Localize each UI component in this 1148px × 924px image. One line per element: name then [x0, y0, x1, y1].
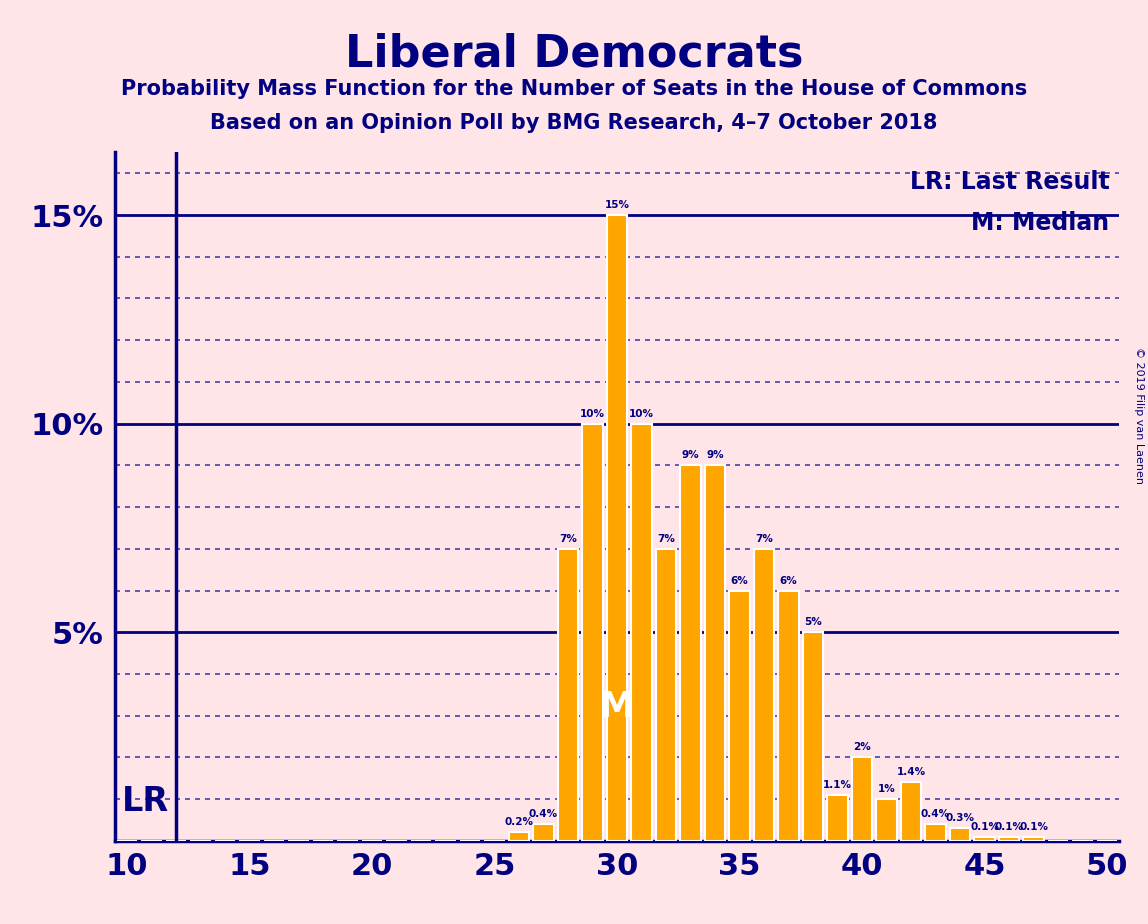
Text: 10%: 10% — [629, 408, 654, 419]
Text: 10%: 10% — [580, 408, 605, 419]
Bar — [1023, 836, 1044, 841]
Text: 0.1%: 0.1% — [994, 821, 1024, 832]
Text: 2%: 2% — [853, 742, 871, 752]
Bar — [582, 423, 603, 841]
Bar — [631, 423, 652, 841]
Bar — [975, 836, 995, 841]
Text: Based on an Opinion Poll by BMG Research, 4–7 October 2018: Based on an Opinion Poll by BMG Research… — [210, 113, 938, 133]
Bar — [778, 590, 799, 841]
Bar — [876, 799, 897, 841]
Text: M: M — [599, 690, 635, 724]
Text: 6%: 6% — [779, 576, 798, 586]
Text: Probability Mass Function for the Number of Seats in the House of Commons: Probability Mass Function for the Number… — [121, 79, 1027, 99]
Text: 0.1%: 0.1% — [1019, 821, 1048, 832]
Bar — [852, 758, 872, 841]
Text: 7%: 7% — [657, 534, 675, 544]
Bar — [680, 466, 701, 841]
Bar — [558, 549, 579, 841]
Text: 7%: 7% — [755, 534, 773, 544]
Text: 0.4%: 0.4% — [529, 809, 558, 820]
Bar — [828, 795, 848, 841]
Text: 0.3%: 0.3% — [946, 813, 975, 823]
Text: 0.4%: 0.4% — [921, 809, 951, 820]
Text: LR: LR — [122, 784, 169, 818]
Bar — [729, 590, 750, 841]
Text: 9%: 9% — [706, 450, 724, 460]
Text: © 2019 Filip van Laenen: © 2019 Filip van Laenen — [1134, 347, 1143, 484]
Text: 7%: 7% — [559, 534, 577, 544]
Text: 1%: 1% — [878, 784, 895, 794]
Bar — [606, 215, 628, 841]
Text: LR: Last Result: LR: Last Result — [909, 170, 1109, 194]
Bar — [705, 466, 726, 841]
Text: 15%: 15% — [605, 200, 629, 210]
Bar — [753, 549, 775, 841]
Text: 5%: 5% — [805, 617, 822, 627]
Bar — [925, 824, 946, 841]
Text: 6%: 6% — [730, 576, 748, 586]
Text: Liberal Democrats: Liberal Democrats — [344, 32, 804, 76]
Bar — [802, 632, 823, 841]
Text: 0.2%: 0.2% — [505, 818, 534, 828]
Text: 0.1%: 0.1% — [970, 821, 999, 832]
Text: 1.4%: 1.4% — [897, 768, 925, 777]
Text: 9%: 9% — [682, 450, 699, 460]
Text: 1.1%: 1.1% — [823, 780, 852, 790]
Bar — [949, 828, 970, 841]
Bar — [901, 783, 922, 841]
Bar — [509, 833, 529, 841]
Bar — [656, 549, 676, 841]
Bar — [533, 824, 554, 841]
Bar — [999, 836, 1019, 841]
Text: M: Median: M: Median — [971, 211, 1109, 235]
